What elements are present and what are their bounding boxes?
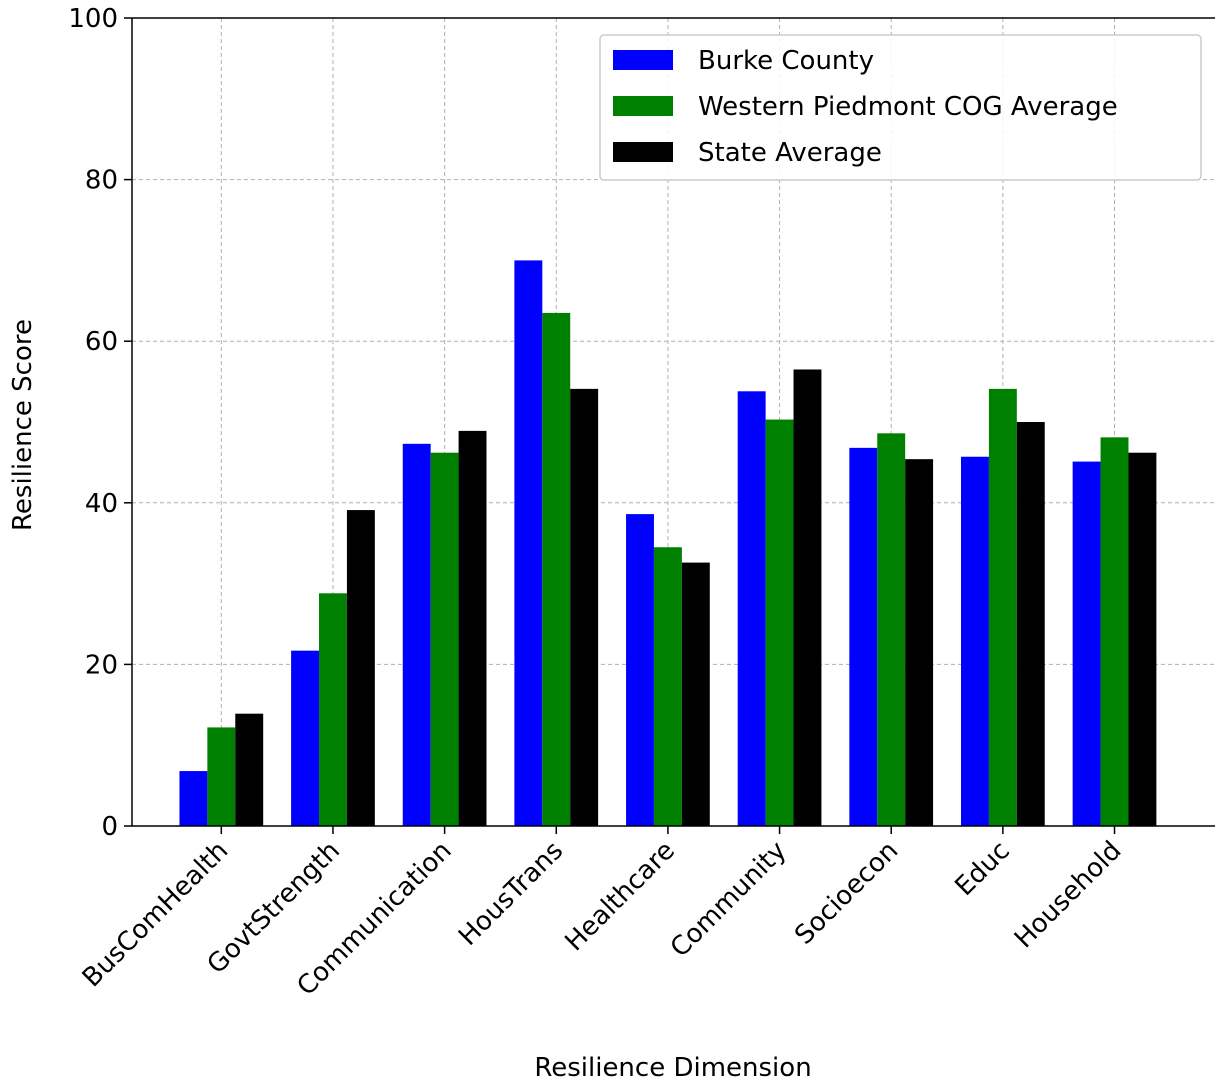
bar-HousTrans-3: [570, 388, 599, 826]
legend: Burke County Western Piedmont COG Average…: [599, 34, 1202, 181]
bar-Communication-3: [458, 430, 487, 826]
bar-GovtStrength-3: [346, 510, 375, 826]
bar-Socioecon-3: [905, 459, 934, 826]
axes: [124, 17, 1215, 834]
legend-label: Burke County: [698, 46, 874, 76]
bar-Household-3: [1128, 452, 1157, 826]
bar-BusComHealth-3: [235, 713, 264, 826]
bar-Household-2: [1100, 437, 1129, 826]
bar-Healthcare-3: [681, 562, 710, 826]
legend-label: State Average: [698, 138, 882, 168]
bars: [179, 260, 1157, 826]
x-tick-label: Household: [1009, 836, 1128, 955]
bar-Communication-1: [402, 443, 431, 826]
bar-HousTrans-2: [542, 312, 571, 826]
bar-Household-1: [1072, 461, 1101, 826]
x-axis-title: Resilience Dimension: [534, 1053, 811, 1082]
bar-Community-3: [793, 369, 822, 826]
x-tick-label: HousTrans: [453, 836, 569, 952]
bar-BusComHealth-2: [207, 727, 236, 826]
bar-HousTrans-1: [514, 260, 543, 826]
bar-Communication-2: [430, 452, 459, 826]
y-tick-label: 80: [85, 166, 118, 196]
y-tick-label: 0: [101, 812, 118, 842]
bar-Educ-3: [1016, 422, 1045, 826]
y-tick-label: 20: [85, 650, 118, 680]
y-tick-label: 60: [85, 327, 118, 357]
bar-Socioecon-1: [849, 447, 878, 826]
x-tick-label: BusComHealth: [77, 836, 234, 993]
bar-GovtStrength-2: [319, 593, 347, 826]
bar-Community-2: [765, 419, 794, 826]
y-axis-title: Resilience Score: [8, 319, 38, 531]
bar-Healthcare-1: [626, 514, 654, 826]
y-tick-label: 40: [85, 489, 118, 519]
bar-BusComHealth-1: [179, 771, 208, 826]
legend-box: [599, 34, 1202, 181]
bar-Healthcare-2: [653, 547, 682, 826]
bar-Community-1: [737, 391, 766, 826]
legend-swatch: [613, 96, 673, 116]
bar-Educ-1: [960, 456, 989, 826]
x-tick-label: Community: [665, 836, 793, 964]
y-tick-label: 100: [68, 4, 118, 34]
bar-GovtStrength-1: [291, 650, 320, 826]
bar-Educ-2: [988, 388, 1017, 826]
legend-swatch: [613, 50, 673, 70]
x-tick-label: Socioecon: [789, 836, 904, 951]
x-tick-label: Educ: [950, 836, 1016, 902]
legend-label: Western Piedmont COG Average: [698, 92, 1118, 122]
bar-Socioecon-2: [877, 433, 906, 826]
x-tick-label: Healthcare: [559, 836, 680, 957]
legend-swatch: [613, 142, 673, 162]
